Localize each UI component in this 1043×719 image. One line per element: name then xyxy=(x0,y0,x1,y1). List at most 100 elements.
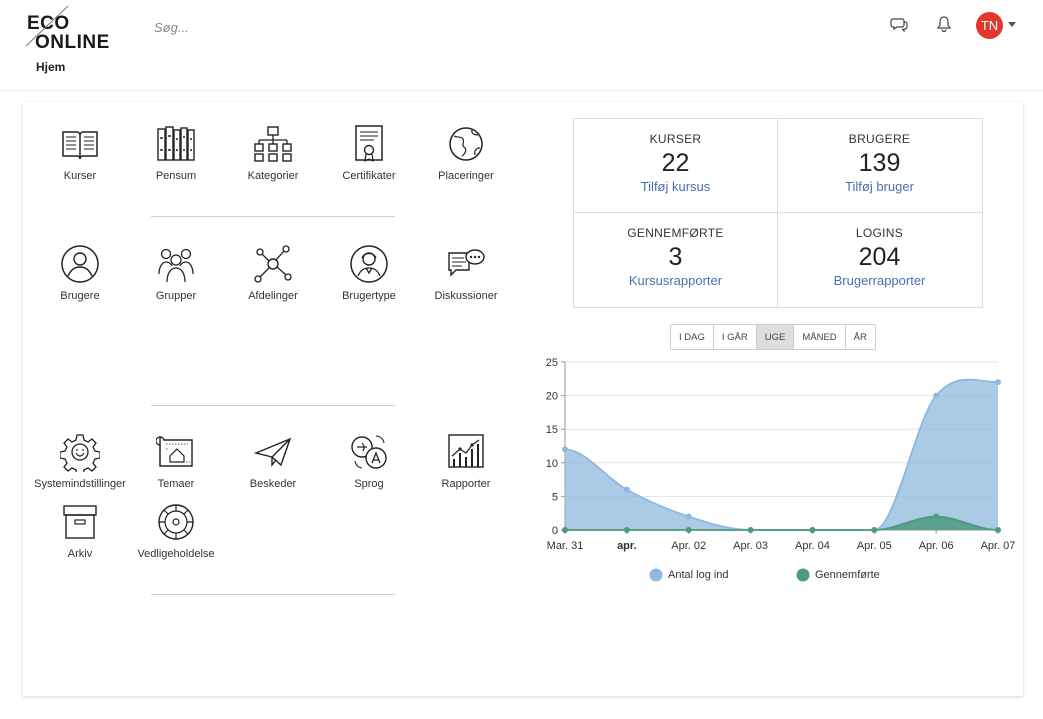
user-reports-link[interactable]: Brugerrapporter xyxy=(833,273,926,288)
search-input[interactable] xyxy=(152,16,456,38)
y-tick-label: 20 xyxy=(546,391,558,403)
data-point xyxy=(562,446,568,453)
x-tick-label: Mar. 31 xyxy=(547,540,584,552)
tile-label: Sprog xyxy=(354,478,384,490)
divider xyxy=(151,216,395,217)
tile-label: Arkiv xyxy=(67,548,93,560)
range-month-button[interactable]: MÅNED xyxy=(794,325,846,349)
stat-logins: LOGINS 204 Brugerrapporter xyxy=(778,213,981,306)
stat-title: LOGINS xyxy=(855,226,904,240)
tile-grupper[interactable]: Grupper xyxy=(128,244,224,302)
logo[interactable]: ECO ONLINE xyxy=(24,6,109,52)
y-tick-label: 5 xyxy=(552,491,558,503)
tile-label: Placeringer xyxy=(438,170,494,182)
breadcrumb[interactable]: Hjem xyxy=(36,60,66,74)
data-point xyxy=(747,527,754,533)
data-point xyxy=(995,527,1001,533)
tile-label: Grupper xyxy=(155,290,197,302)
book-icon xyxy=(62,131,98,160)
books-shelf-icon xyxy=(157,126,195,161)
discussion-icon xyxy=(448,249,485,277)
logo-line-1: ECO xyxy=(27,13,70,34)
range-selector: I DAG I GÅR UGE MÅNED ÅR xyxy=(670,324,876,350)
tile-arkiv[interactable]: Arkiv xyxy=(32,502,128,560)
range-today-button[interactable]: I DAG xyxy=(671,325,714,349)
tile-placeringer[interactable]: Placeringer xyxy=(418,124,514,182)
tile-rapporter[interactable]: Rapporter xyxy=(418,432,514,490)
tile-brugere[interactable]: Brugere xyxy=(32,244,128,302)
x-tick-label: Apr. 02 xyxy=(671,540,706,552)
archive-box-icon xyxy=(63,505,97,539)
tile-pensum[interactable]: Pensum xyxy=(128,124,224,182)
tile-systemindstillinger[interactable]: Systemindstillinger xyxy=(32,432,128,490)
stats-divider xyxy=(777,119,778,307)
tile-temaer[interactable]: Temaer xyxy=(128,432,224,490)
stat-value: 204 xyxy=(858,243,901,271)
tile-label: Brugere xyxy=(60,290,100,302)
stat-title: BRUGERE xyxy=(848,132,911,146)
tile-label: Systemindstillinger xyxy=(34,478,126,490)
gear-icon xyxy=(60,434,100,472)
tile-certifikater[interactable]: Certifikater xyxy=(321,124,417,182)
legend-label: Antal log ind xyxy=(668,569,729,581)
user-icon xyxy=(61,245,99,283)
divider xyxy=(151,594,395,595)
paper-plane-icon xyxy=(253,437,292,467)
tile-beskeder[interactable]: Beskeder xyxy=(225,432,321,490)
course-reports-link[interactable]: Kursusrapporter xyxy=(628,273,723,288)
dashboard-card: Kurser Pensum Kategorier xyxy=(23,102,1023,696)
series-area xyxy=(565,379,998,530)
data-point xyxy=(933,392,940,399)
data-point xyxy=(995,379,1001,386)
stat-value: 3 xyxy=(668,243,683,271)
data-point xyxy=(685,513,692,520)
data-point xyxy=(933,513,940,520)
y-tick-label: 0 xyxy=(552,525,558,537)
tile-label: Beskeder xyxy=(249,478,297,490)
avatar[interactable]: TN xyxy=(976,12,1003,39)
group-icon xyxy=(158,248,194,283)
tile-vedligeholdelse[interactable]: Vedligeholdelse xyxy=(128,502,224,560)
tile-afdelinger[interactable]: Afdelinger xyxy=(225,244,321,302)
logo-line-2: ONLINE xyxy=(35,32,110,53)
stat-value: 139 xyxy=(858,149,901,177)
maintenance-icon xyxy=(158,504,194,540)
series-area xyxy=(565,516,998,530)
tile-label: Kurser xyxy=(63,170,97,182)
x-tick-label: Apr. 07 xyxy=(981,540,1016,552)
bell-icon[interactable] xyxy=(934,14,954,34)
message-icon[interactable] xyxy=(889,14,909,34)
stat-title: GENNEMFØRTE xyxy=(627,226,724,240)
tile-diskussioner[interactable]: Diskussioner xyxy=(418,244,514,302)
range-yesterday-button[interactable]: I GÅR xyxy=(713,325,757,349)
legend-label: Gennemførte xyxy=(815,569,880,581)
category-tree-icon xyxy=(254,126,292,162)
data-point xyxy=(623,486,630,493)
y-tick-label: 10 xyxy=(546,458,558,470)
tile-label: Vedligeholdelse xyxy=(137,548,215,560)
activity-chart: 0 5 10 15 20 25 Mar. 31 apr. Apr. 02 Apr. 03 Apr. … xyxy=(546,357,1016,582)
stat-gennemforte: GENNEMFØRTE 3 Kursusrapporter xyxy=(574,213,777,306)
range-week-button[interactable]: UGE xyxy=(756,325,795,349)
legend-marker xyxy=(796,568,810,582)
add-course-link[interactable]: Tilføj kursus xyxy=(640,179,711,194)
legend-marker xyxy=(649,568,663,582)
tile-label: Temaer xyxy=(157,478,195,490)
stat-kurser: KURSER 22 Tilføj kursus xyxy=(574,119,777,212)
tile-label: Diskussioner xyxy=(434,290,498,302)
y-tick-label: 15 xyxy=(546,424,558,436)
tile-label: Kategorier xyxy=(247,170,299,182)
tile-label: Afdelinger xyxy=(248,290,298,302)
report-chart-icon xyxy=(448,434,484,468)
blueprint-icon xyxy=(156,436,193,467)
tile-kategorier[interactable]: Kategorier xyxy=(225,124,321,182)
caret-down-icon[interactable] xyxy=(1008,22,1016,27)
tile-brugertype[interactable]: Brugertype xyxy=(321,244,417,302)
data-point xyxy=(562,527,568,533)
range-year-button[interactable]: ÅR xyxy=(845,325,875,349)
add-user-link[interactable]: Tilføj bruger xyxy=(845,179,914,194)
tile-label: Rapporter xyxy=(441,478,491,490)
tile-sprog[interactable]: Sprog xyxy=(321,432,417,490)
tile-kurser[interactable]: Kurser xyxy=(32,124,128,182)
stat-value: 22 xyxy=(661,149,690,177)
